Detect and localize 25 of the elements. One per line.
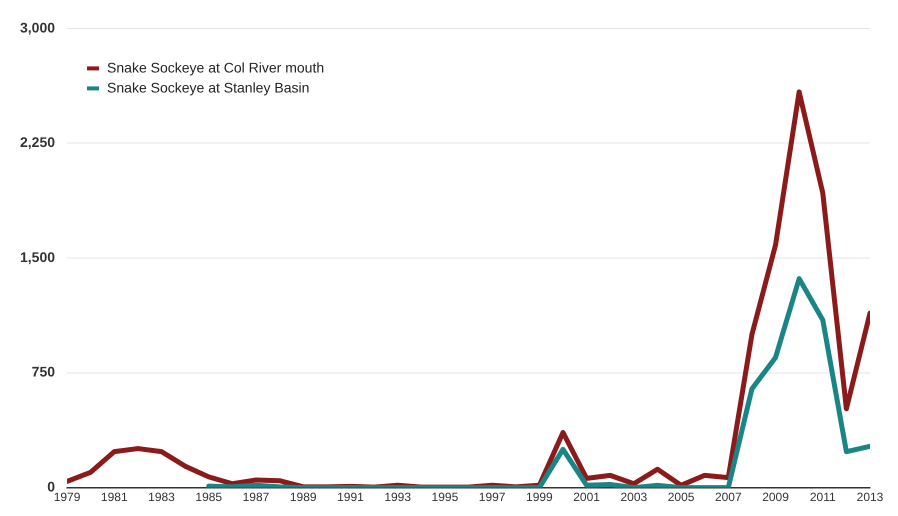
x-tick-label: 1983 xyxy=(148,490,176,504)
x-tick-label: 1991 xyxy=(337,490,364,504)
x-tick-label: 1987 xyxy=(242,490,270,504)
x-tick-label: 1989 xyxy=(290,490,317,504)
legend-label: Snake Sockeye at Stanley Basin xyxy=(107,79,310,96)
x-tick-label: 1979 xyxy=(54,490,81,504)
x-tick-label: 2003 xyxy=(620,490,648,504)
x-tick-label: 2013 xyxy=(856,490,884,504)
x-tick-label: 1995 xyxy=(432,490,459,504)
x-tick-label: 2011 xyxy=(810,490,836,504)
y-tick-label: 1,500 xyxy=(20,248,56,265)
x-tick-label: 2001 xyxy=(573,490,600,504)
x-tick-label: 1997 xyxy=(478,490,506,504)
x-tick-label: 1999 xyxy=(526,490,554,504)
y-tick-label: 750 xyxy=(32,364,56,380)
y-tick-label: 3,000 xyxy=(20,19,56,36)
y-tick-label: 2,250 xyxy=(20,134,56,150)
x-tick-label: 1993 xyxy=(384,490,412,504)
x-tick-label: 1985 xyxy=(195,490,222,504)
x-tick-label: 2009 xyxy=(762,490,790,504)
y-tick-label: 0 xyxy=(47,478,56,494)
legend-label: Snake Sockeye at Col River mouth xyxy=(107,59,324,76)
x-tick-label: 2007 xyxy=(714,490,742,504)
x-tick-label: 1981 xyxy=(100,490,128,504)
x-tick-label: 2005 xyxy=(668,490,695,504)
